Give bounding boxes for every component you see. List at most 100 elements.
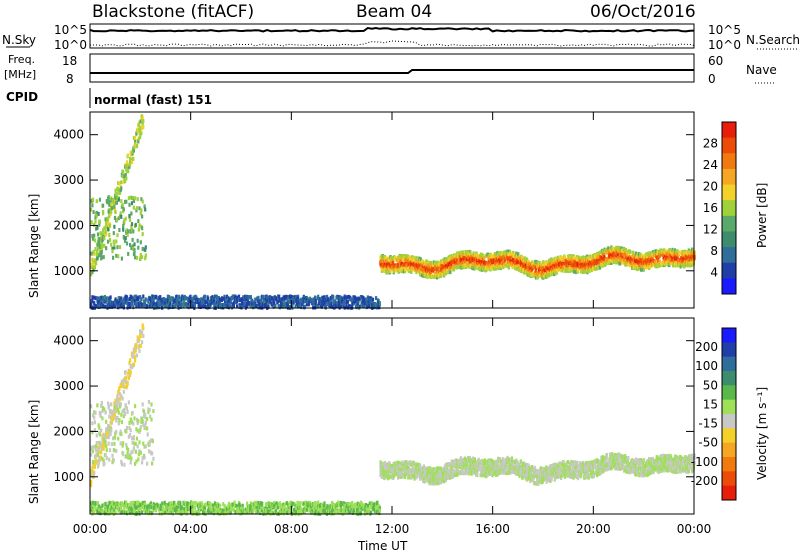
- range-gate-cell: [111, 454, 113, 458]
- range-gate-cell: [115, 297, 117, 301]
- colorbar-swatch: [722, 231, 736, 247]
- range-gate-cell: [105, 226, 107, 230]
- range-gate-cell: [122, 452, 124, 456]
- range-gate-cell: [131, 222, 133, 226]
- range-gate-cell: [129, 433, 131, 437]
- range-gate-cell: [91, 421, 93, 425]
- range-gate-cell: [453, 267, 455, 271]
- range-gate-cell: [486, 473, 488, 477]
- range-gate-cell: [91, 430, 93, 434]
- range-gate-cell: [188, 305, 190, 309]
- range-gate-cell: [102, 204, 104, 208]
- range-gate-cell: [254, 298, 256, 302]
- range-gate-cell: [102, 210, 104, 214]
- range-gate-cell: [315, 299, 317, 303]
- range-gate-cell: [142, 232, 144, 236]
- range-gate-cell: [181, 303, 183, 307]
- range-gate-cell: [105, 420, 107, 424]
- range-gate-cell: [140, 451, 142, 455]
- range-gate-cell: [114, 436, 116, 440]
- range-gate-cell: [139, 257, 141, 261]
- power-colorbar-label: Power [dB]: [755, 183, 769, 248]
- range-gate-cell: [133, 206, 135, 210]
- range-gate-cell: [144, 456, 146, 460]
- range-gate-cell: [132, 441, 134, 445]
- range-gate-cell: [118, 228, 120, 232]
- range-gate-cell: [548, 259, 550, 263]
- range-gate-cell: [92, 449, 94, 453]
- range-gate-cell: [131, 436, 133, 440]
- range-gate-cell: [105, 444, 107, 448]
- range-gate-cell: [145, 421, 147, 425]
- range-gate-cell: [115, 254, 117, 258]
- range-gate-cell: [118, 198, 120, 202]
- range-gate-cell: [116, 416, 118, 420]
- range-gate-cell: [125, 177, 127, 181]
- range-gate-cell: [92, 198, 94, 202]
- range-gate-cell: [141, 340, 143, 344]
- range-gate-cell: [105, 246, 107, 250]
- range-gate-cell: [135, 459, 137, 463]
- range-gate-cell: [144, 424, 146, 428]
- range-gate-cell: [123, 385, 125, 389]
- range-gate-cell: [101, 416, 103, 420]
- range-gate-cell: [388, 474, 390, 478]
- range-gate-cell: [139, 329, 141, 333]
- freq-label: Freq.: [8, 53, 35, 66]
- range-gate-cell: [121, 299, 123, 303]
- range-gate-cell: [113, 225, 115, 229]
- range-gate-cell: [108, 195, 110, 199]
- range-gate-cell: [130, 212, 132, 216]
- range-gate-cell: [133, 446, 135, 450]
- freq-strip-frame: [90, 54, 694, 82]
- range-gate-cell: [94, 296, 96, 300]
- range-gate-cell: [106, 456, 108, 460]
- range-gate-cell: [134, 404, 136, 408]
- range-gate-cell: [110, 210, 112, 214]
- range-gate-cell: [418, 263, 420, 267]
- range-gate-cell: [125, 173, 127, 177]
- range-gate-cell: [153, 302, 155, 306]
- range-gate-cell: [125, 217, 127, 221]
- range-gate-cell: [415, 259, 417, 263]
- cpid-label: CPID: [6, 90, 38, 104]
- range-gate-cell: [219, 298, 221, 302]
- range-gate-cell: [121, 420, 123, 424]
- range-gate-cell: [134, 196, 136, 200]
- range-gate-cell: [98, 241, 100, 245]
- range-gate-cell: [128, 421, 130, 425]
- range-gate-cell: [112, 256, 114, 260]
- range-gate-cell: [178, 295, 180, 299]
- range-gate-cell: [122, 228, 124, 232]
- colorbar-tick-label: 24: [703, 158, 718, 172]
- range-gate-cell: [133, 436, 135, 440]
- range-gate-cell: [469, 250, 471, 254]
- range-gate-cell: [103, 447, 105, 451]
- range-gate-cell: [132, 238, 134, 242]
- range-gate-cell: [139, 135, 141, 139]
- cpid-value: normal (fast) 151: [94, 93, 212, 107]
- range-gate-cell: [111, 199, 113, 203]
- range-gate-cell: [598, 251, 600, 255]
- range-gate-cell: [122, 397, 124, 401]
- range-gate-cell: [659, 254, 661, 258]
- range-gate-cell: [135, 450, 137, 454]
- colorbar-swatch: [722, 278, 736, 294]
- range-gate-cell: [126, 242, 128, 246]
- range-gate-cell: [116, 394, 118, 398]
- range-gate-cell: [577, 268, 579, 272]
- range-gate-cell: [101, 447, 103, 451]
- range-gate-cell: [104, 440, 106, 444]
- range-gate-cell: [127, 382, 129, 386]
- range-gate-cell: [98, 426, 100, 430]
- range-gate-cell: [125, 370, 127, 374]
- range-gate-cell: [95, 449, 97, 453]
- range-gate-cell: [150, 418, 152, 422]
- range-gate-cell: [94, 238, 96, 242]
- range-gate-cell: [127, 252, 129, 256]
- range-gate-cell: [133, 248, 135, 252]
- range-gate-cell: [106, 217, 108, 221]
- range-gate-cell: [125, 430, 127, 434]
- range-gate-cell: [91, 446, 93, 450]
- range-gate-cell: [140, 240, 142, 244]
